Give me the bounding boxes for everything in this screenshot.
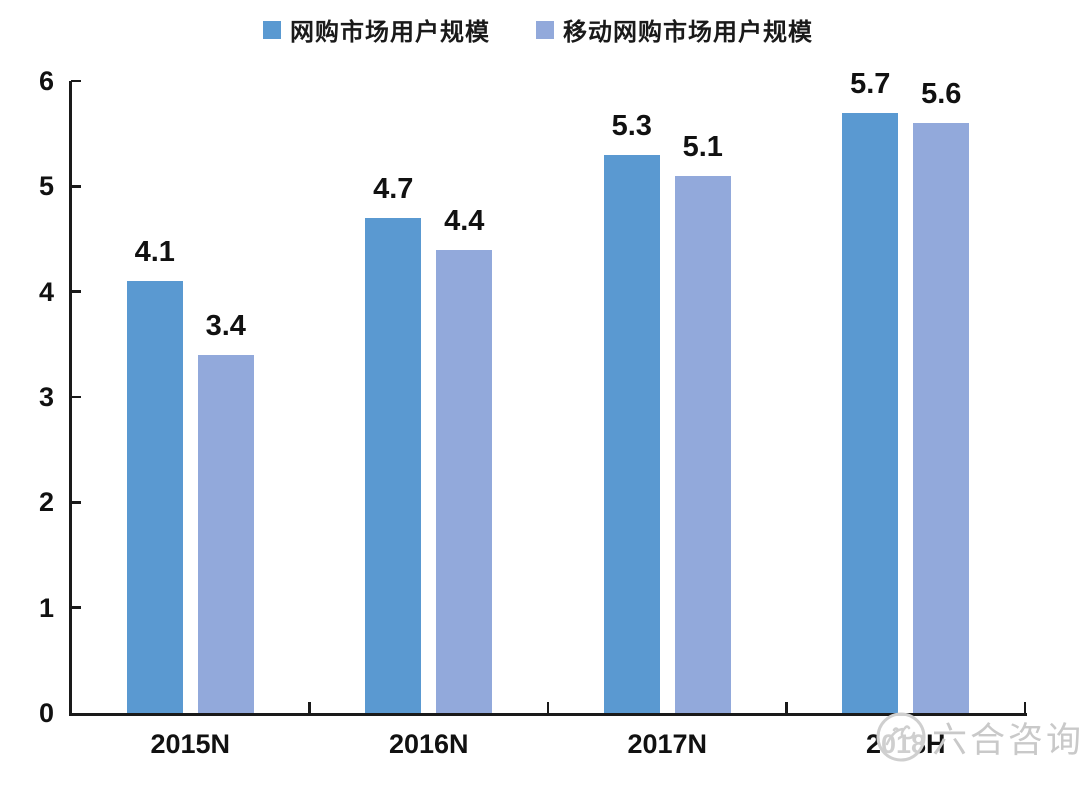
bar-value-label: 4.4 — [444, 204, 485, 237]
x-category-label: 2018H — [865, 729, 946, 759]
x-axis-line — [69, 713, 1027, 716]
y-tick-mark — [71, 79, 81, 83]
bar-series1 — [603, 154, 660, 713]
y-tick-label: 0 — [38, 698, 54, 728]
bar-value-label: 5.3 — [611, 109, 652, 142]
x-category-label: 2016N — [388, 729, 469, 759]
legend-label-series2: 移动网购市场用户规模 — [563, 19, 813, 46]
bar-value-label: 4.7 — [373, 172, 414, 205]
legend-item-series1: 网购市场用户规模 — [263, 12, 490, 47]
y-tick-label: 2 — [38, 487, 54, 518]
y-tick-label: 3 — [38, 382, 54, 412]
y-tick-mark — [71, 395, 81, 399]
legend-swatch-series2 — [536, 20, 554, 39]
x-tick-mark — [1023, 702, 1027, 713]
bar-value-label: 5.7 — [850, 67, 891, 100]
x-tick-mark — [785, 702, 788, 713]
x-tick-mark — [308, 702, 311, 713]
y-axis-line — [69, 81, 72, 715]
bar-series2 — [674, 175, 731, 713]
y-tick-label: 4 — [38, 276, 54, 307]
bar-value-label: 5.1 — [682, 130, 723, 163]
bar-series2 — [436, 249, 493, 713]
chart-legend: 网购市场用户规模 移动网购市场用户规模 — [263, 12, 813, 47]
legend-swatch-series1 — [263, 20, 281, 39]
bar-series2 — [197, 354, 254, 713]
y-tick-label: 6 — [38, 66, 54, 96]
bar-value-label: 3.4 — [205, 309, 246, 342]
y-tick-label: 5 — [38, 171, 54, 202]
legend-item-series2: 移动网购市场用户规模 — [536, 12, 813, 47]
y-tick-mark — [71, 501, 81, 504]
bar-series1 — [365, 217, 422, 713]
x-category-label: 2017N — [627, 729, 708, 759]
x-tick-mark — [546, 702, 550, 713]
y-tick-mark — [71, 606, 81, 609]
bar-value-label: 5.6 — [921, 78, 962, 111]
x-category-label: 2015N — [150, 729, 231, 759]
bar-series1 — [126, 281, 183, 713]
y-tick-mark — [71, 185, 81, 188]
bar-series1 — [842, 112, 899, 713]
bar-series2 — [913, 123, 970, 713]
y-tick-label: 1 — [38, 592, 54, 623]
y-tick-mark — [71, 290, 81, 293]
bar-value-label: 4.1 — [134, 236, 175, 269]
legend-label-series1: 网购市场用户规模 — [290, 19, 490, 46]
